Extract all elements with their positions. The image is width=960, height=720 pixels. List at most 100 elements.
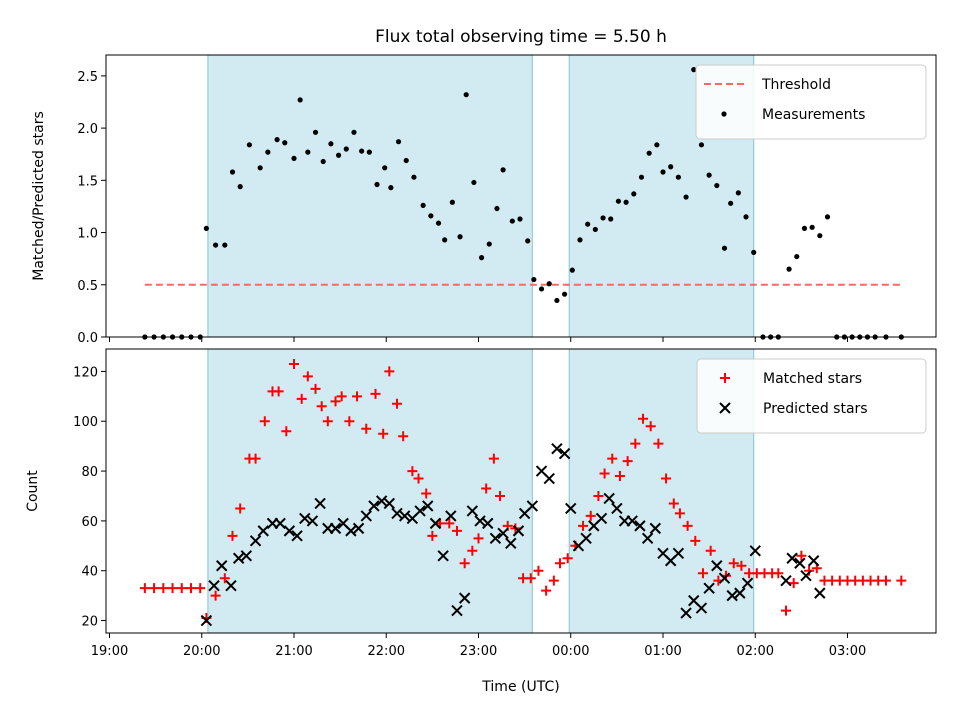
series-matched-stars [139, 358, 907, 624]
data-point [458, 592, 471, 604]
legend-swatch-x [719, 402, 731, 414]
data-point [200, 614, 213, 627]
data-point [322, 416, 333, 427]
data-point [488, 453, 499, 464]
data-point [509, 218, 515, 224]
legend-box [696, 358, 927, 434]
data-point [282, 140, 288, 146]
data-point [216, 560, 228, 572]
data-point [554, 558, 565, 569]
data-point [526, 500, 539, 512]
data-point [291, 530, 303, 542]
data-point [451, 604, 463, 617]
data-point [497, 527, 509, 540]
data-point [395, 139, 402, 145]
data-point [800, 569, 812, 582]
data-point [388, 185, 394, 191]
data-point [531, 276, 537, 283]
data-point [330, 396, 341, 407]
data-point [299, 512, 311, 525]
data-point [494, 205, 500, 212]
data-point [486, 241, 492, 247]
data-point [457, 234, 463, 240]
data-point [638, 174, 645, 180]
series-predicted-stars [200, 442, 826, 627]
data-point [661, 473, 672, 484]
data-point [384, 366, 395, 377]
data-point [281, 426, 292, 437]
data-point [378, 428, 389, 439]
y-axis-label: Matched/Predicted stars [31, 111, 47, 281]
data-point [212, 242, 219, 248]
data-point [235, 503, 246, 514]
data-point [631, 191, 637, 197]
data-point [645, 421, 656, 432]
panel-ratio: 0.0 0.5 1.0 1.5 2.0 2.5 Matched/Predicted star… [31, 54, 937, 346]
data-point [734, 587, 746, 599]
y-tick-label: 80 [81, 465, 98, 480]
data-point [478, 255, 485, 261]
data-point [562, 291, 568, 297]
data-point [336, 391, 347, 402]
data-point [312, 129, 319, 135]
x-tick-label: 00:00 [552, 644, 589, 659]
legend-label: Matched stars [763, 371, 862, 387]
data-point [817, 233, 823, 239]
data-point [634, 520, 646, 532]
data-point [422, 500, 434, 512]
data-point [167, 583, 178, 594]
data-point [630, 438, 641, 449]
data-point [592, 226, 598, 233]
data-point [382, 165, 388, 171]
data-point [649, 522, 662, 535]
data-point [751, 249, 757, 255]
data-point [481, 483, 492, 494]
data-point [711, 560, 723, 572]
legend-swatch-plus [720, 373, 730, 383]
data-point [471, 179, 477, 186]
panel-counts: 20 40 60 80 100 120 19:00 20:00 21:00 22:00 23:00 0… [25, 348, 937, 659]
data-point [554, 297, 560, 304]
data-point [467, 545, 478, 556]
data-point [283, 525, 296, 537]
data-point [749, 545, 761, 557]
y-tick-label: 2.5 [77, 70, 98, 85]
data-point [580, 532, 592, 545]
x-tick-label: 20:00 [183, 644, 220, 659]
data-point [577, 237, 583, 243]
y-tick-label: 1.0 [77, 227, 98, 242]
data-point [641, 532, 654, 545]
data-point [595, 512, 608, 525]
legend-box [695, 64, 927, 140]
data-point [413, 473, 424, 484]
data-point [741, 577, 754, 589]
data-point [801, 225, 808, 231]
data-point [674, 508, 685, 519]
data-point [714, 182, 720, 189]
data-point [600, 215, 606, 221]
data-point [615, 198, 622, 204]
data-point [578, 520, 589, 531]
y-axis-label: Count [25, 470, 41, 512]
data-point [726, 589, 738, 602]
data-point [569, 267, 575, 273]
data-point [360, 510, 372, 522]
data-point [653, 438, 664, 449]
data-point [623, 199, 629, 205]
data-point [728, 558, 739, 569]
data-point [176, 583, 187, 594]
data-point [208, 579, 220, 592]
data-point [705, 545, 716, 556]
data-point [420, 202, 426, 208]
axes-frame [105, 54, 937, 338]
data-point [794, 253, 800, 260]
data-point [533, 565, 544, 576]
y-tick-label: 100 [73, 415, 98, 430]
data-point [735, 190, 741, 196]
data-point [500, 167, 506, 173]
data-point [429, 517, 442, 530]
data-point [398, 431, 409, 442]
data-point [804, 565, 815, 576]
data-point [482, 517, 494, 530]
axes-frame [105, 348, 937, 634]
